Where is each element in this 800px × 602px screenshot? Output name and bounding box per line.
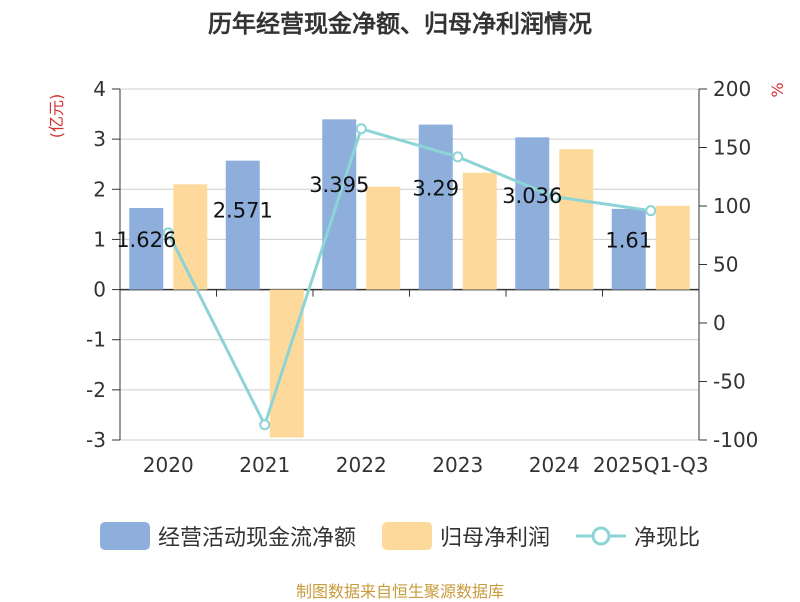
right-axis-unit: %: [768, 82, 787, 97]
legend-item-cash-ratio[interactable]: 净现比: [576, 520, 700, 552]
data-labels: 1.626 2.571 3.395 3.29 3.036 1.61: [116, 173, 652, 252]
legend-swatch-cash-ratio: [576, 526, 626, 546]
net-profit-bar: [462, 172, 497, 290]
chart-legend: 经营活动现金流净额 归母净利润 净现比: [0, 516, 800, 556]
line-series: [162, 123, 657, 431]
left-tick-label: 4: [93, 77, 106, 101]
category-label: 2022: [336, 453, 387, 477]
net-profit-bar: [559, 149, 594, 290]
cash-ratio-point: [645, 205, 657, 217]
legend-label-net-profit: 归母净利润: [439, 526, 550, 551]
cash-ratio-point: [548, 191, 560, 203]
left-axis-unit: (亿元): [47, 94, 66, 139]
bars: [129, 119, 690, 438]
legend-swatch-net-profit: [381, 522, 432, 550]
cash-ratio-point: [452, 151, 464, 163]
net-profit-bar: [655, 205, 690, 290]
net-profit-bar: [366, 186, 401, 290]
legend-label-cash-ratio: 净现比: [634, 526, 701, 551]
net-profit-bar: [173, 184, 208, 290]
cashflow-value-label: 3.395: [309, 173, 369, 197]
category-label: 2025Q1-Q3: [593, 453, 709, 477]
legend-item-cashflow[interactable]: 经营活动现金流净额: [99, 520, 356, 552]
source-note: 制图数据来自恒生聚源数据库: [295, 582, 504, 601]
left-tick-label: -2: [86, 378, 106, 402]
cashflow-value-label: 1.626: [116, 228, 176, 252]
cashflow-value-label: 1.61: [605, 229, 652, 253]
cashflow-value-label: 3.036: [502, 184, 562, 208]
grid-lines: [120, 88, 699, 441]
cash-ratio-point: [259, 419, 271, 431]
axes: 4 3 2 1 0 -1 -2 -3 200 150 100 50 0 -50 -100 (亿元)% 2020 2…: [47, 77, 787, 477]
right-tick-label: 200: [713, 77, 751, 101]
chart-title: 历年经营现金净额、归母净利润情况: [208, 10, 592, 38]
right-tick-label: 150: [713, 136, 751, 160]
cash-ratio-point: [355, 123, 367, 135]
left-tick-label: 3: [93, 127, 106, 151]
cash-ratio-line: [166, 127, 651, 427]
right-tick-label: -50: [713, 370, 746, 394]
right-tick-label: 100: [713, 194, 751, 218]
cashflow-value-label: 3.29: [412, 176, 459, 200]
left-tick-label: -3: [86, 428, 106, 452]
cash-ratio-point: [162, 227, 174, 239]
right-tick-label: 50: [713, 253, 738, 277]
cashflow-bar: [611, 208, 646, 290]
legend-label-cashflow: 经营活动现金流净额: [157, 526, 356, 551]
cashflow-bar: [418, 124, 453, 290]
category-label: 2021: [239, 453, 290, 477]
category-label: 2023: [432, 453, 483, 477]
category-label: 2024: [529, 453, 580, 477]
right-tick-label: -100: [713, 428, 758, 452]
left-tick-label: -1: [86, 328, 106, 352]
cashflow-value-label: 2.571: [213, 199, 273, 223]
cashflow-bar: [129, 208, 164, 290]
left-tick-label: 2: [93, 177, 106, 201]
left-tick-label: 0: [93, 278, 106, 302]
net-profit-bar: [269, 289, 304, 438]
cashflow-bar: [225, 160, 260, 290]
legend-item-net-profit[interactable]: 归母净利润: [381, 520, 550, 552]
cashflow-bar: [322, 119, 357, 290]
right-tick-label: 0: [713, 311, 726, 335]
left-tick-label: 1: [93, 227, 106, 251]
cashflow-bar: [515, 137, 550, 290]
legend-swatch-cashflow: [99, 522, 150, 550]
category-label: 2020: [143, 453, 194, 477]
